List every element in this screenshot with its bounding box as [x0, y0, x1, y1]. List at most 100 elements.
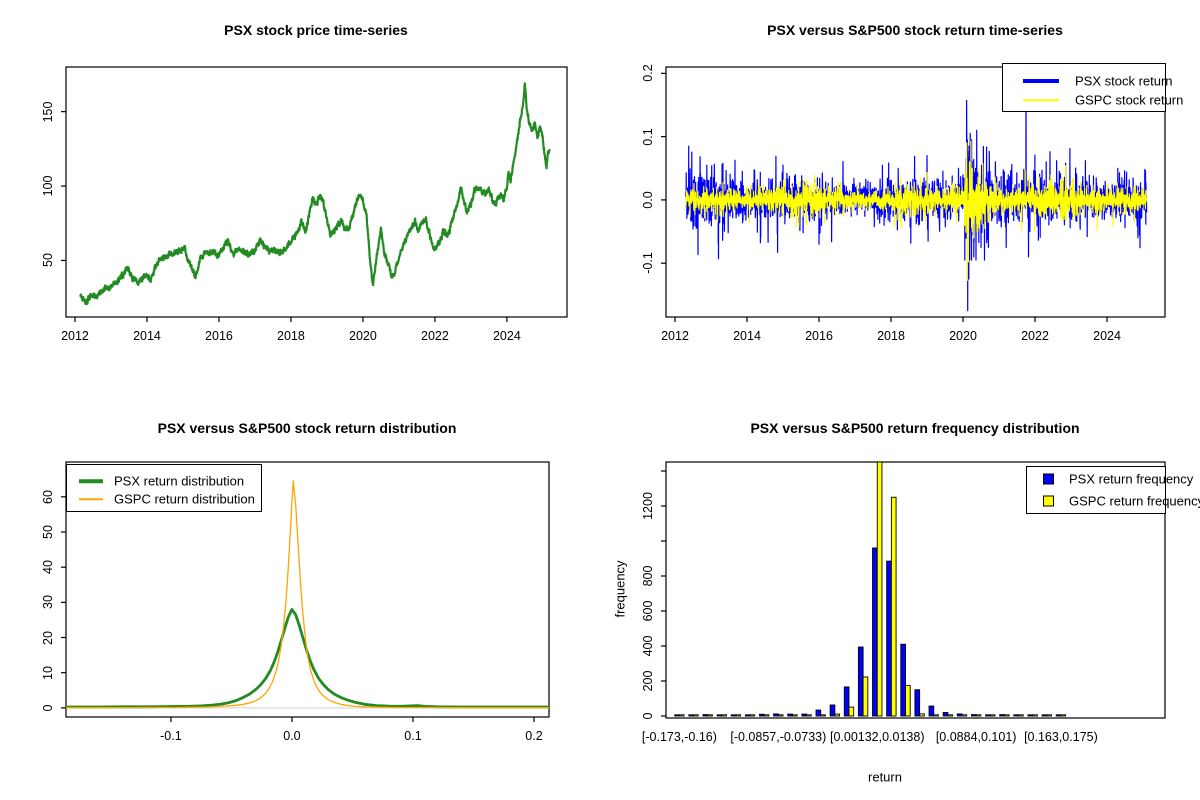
- histogram-bar-gspc: [721, 714, 727, 717]
- histogram-bar-psx: [1055, 714, 1062, 717]
- returns-x-tick-label: 2012: [661, 329, 689, 343]
- psx-price-x-tick-label: 2020: [349, 329, 377, 343]
- histogram-bar-gspc: [749, 714, 756, 717]
- density-y-tick-label: 60: [41, 489, 55, 504]
- histogram-bar-psx: [759, 713, 765, 717]
- histogram-legend-entry: PSX return frequency: [1027, 471, 1193, 487]
- density-y-tick-label: 20: [41, 630, 55, 645]
- returns-frame: [665, 66, 1166, 318]
- legend-line-sample: [79, 498, 103, 500]
- histogram-bar-psx: [1027, 714, 1034, 717]
- histogram-bar-gspc: [848, 706, 855, 717]
- histogram-bar-gspc: [862, 676, 869, 717]
- histogram-bar-gspc: [735, 714, 742, 717]
- histogram-bar-psx: [829, 704, 836, 717]
- density-y-tick-label: 50: [41, 525, 55, 539]
- legend-line-sample: [1023, 99, 1059, 101]
- histogram-bin-label: [0.00132,0.0138): [829, 730, 925, 744]
- histogram-bar-gspc: [905, 684, 911, 717]
- returns-x-tick-label: 2020: [949, 329, 977, 343]
- histogram-bar-gspc: [1003, 714, 1010, 717]
- histogram-bar-gspc: [707, 714, 713, 717]
- legend-line-sample: [79, 479, 103, 483]
- histogram-bin-label: [0.163,0.175): [1024, 730, 1098, 744]
- histogram-bar-psx: [942, 712, 949, 717]
- legend-square-swatch: [1043, 473, 1054, 485]
- psx-price-x-tick-label: 2024: [492, 329, 521, 343]
- histogram-y-tick-label: 600: [641, 600, 655, 622]
- panel-title-price: PSX stock price time-series: [224, 22, 408, 38]
- legend-entry-label: GSPC stock return: [1075, 92, 1184, 108]
- returns-x-tick-label: 2018: [877, 329, 905, 343]
- histogram-bar-psx: [787, 713, 793, 717]
- histogram-bar-gspc: [947, 714, 954, 717]
- histogram-bar-gspc: [693, 714, 699, 717]
- histogram-bar-psx: [801, 713, 808, 717]
- density-x-tick-label: 0.0: [283, 729, 301, 743]
- psx-price-frame: [65, 66, 568, 318]
- returns-series-gspc: [685, 140, 1148, 281]
- histogram-legend-entry: GSPC return frequency: [1027, 493, 1200, 509]
- histogram-bar-gspc: [763, 714, 770, 717]
- returns-y-tick-label: 0.1: [641, 127, 655, 146]
- histogram-bar-psx: [716, 714, 723, 717]
- histogram-bar-psx: [970, 714, 977, 717]
- histogram-y-tick-label: 200: [641, 670, 655, 692]
- histogram-y-tick-label: 400: [641, 635, 655, 657]
- histogram-bar-psx: [999, 714, 1005, 717]
- density-legend: PSX return distribution GSPC return distr…: [66, 464, 262, 512]
- histogram-y-tick-label: 1200: [641, 492, 655, 520]
- density-y-tick-label: 40: [41, 560, 55, 575]
- density-legend-entry: GSPC return distribution: [67, 491, 261, 507]
- returns-x-tick-label: 2024: [1093, 329, 1121, 343]
- histogram-bar-gspc: [989, 714, 996, 717]
- histogram-bar-psx: [886, 560, 892, 717]
- histogram-bar-psx: [928, 705, 935, 717]
- histogram-bar-psx: [674, 714, 680, 717]
- histogram-bar-gspc: [933, 714, 939, 717]
- histogram-legend: PSX return frequency GSPC return frequenc…: [1026, 466, 1200, 514]
- density-x-tick-label: 0.1: [404, 729, 422, 743]
- histogram-bar-psx: [1041, 714, 1048, 717]
- histogram-bar-gspc: [678, 714, 685, 717]
- psx-price-y-tick-label: 100: [41, 175, 55, 197]
- psx-price-x-tick-label: 2012: [61, 329, 89, 343]
- histogram-bar-gspc: [890, 496, 897, 717]
- legend-entry-label: PSX stock return: [1075, 73, 1173, 89]
- legend-line-sample: [1023, 79, 1059, 83]
- density-series-gspc: [66, 480, 549, 709]
- legend-entry-label: PSX return frequency: [1069, 471, 1194, 487]
- histogram-bar-psx: [857, 646, 864, 717]
- histogram-bar-psx: [985, 714, 991, 717]
- histogram-bar-gspc: [777, 714, 784, 717]
- psx-price-series-psx: [79, 82, 551, 306]
- legend-square-swatch: [1043, 495, 1054, 507]
- panel-title-returns: PSX versus S&P500 stock return time-seri…: [767, 22, 1063, 38]
- histogram-bar-gspc: [834, 713, 841, 717]
- histogram-bar-gspc: [961, 714, 968, 717]
- returns-y-tick-label: 0.2: [641, 64, 655, 83]
- histogram-bar-gspc: [1032, 714, 1038, 717]
- legend-entry-label: PSX return distribution: [114, 473, 245, 489]
- psx-price-y-tick-label: 150: [41, 101, 55, 123]
- histogram-y-tick-label: 0: [641, 712, 655, 720]
- histogram-bin-label: [0.0884,0.101): [935, 730, 1017, 744]
- density-frame: [65, 461, 550, 718]
- psx-price-x-tick-label: 2018: [277, 329, 305, 343]
- returns-x-tick-label: 2022: [1021, 329, 1049, 343]
- histogram-bar-gspc: [820, 714, 826, 717]
- panel-title-density: PSX versus S&P500 stock return distribut…: [157, 420, 457, 436]
- histogram-bar-psx: [843, 686, 850, 717]
- histogram-bar-psx: [900, 643, 906, 717]
- legend-entry-label: GSPC return distribution: [114, 491, 255, 507]
- density-series-psx: [66, 608, 549, 709]
- histogram-bar-gspc: [975, 714, 982, 717]
- histogram-bar-gspc: [806, 714, 812, 717]
- histogram-y-tick-label: 800: [641, 565, 655, 587]
- density-x-tick-label: -0.1: [160, 729, 182, 743]
- histogram-bar-psx: [815, 709, 822, 717]
- psx-price-y-tick-label: 50: [41, 253, 55, 268]
- histogram-bar-psx: [914, 689, 921, 717]
- legend-entry-label: GSPC return frequency: [1069, 493, 1200, 509]
